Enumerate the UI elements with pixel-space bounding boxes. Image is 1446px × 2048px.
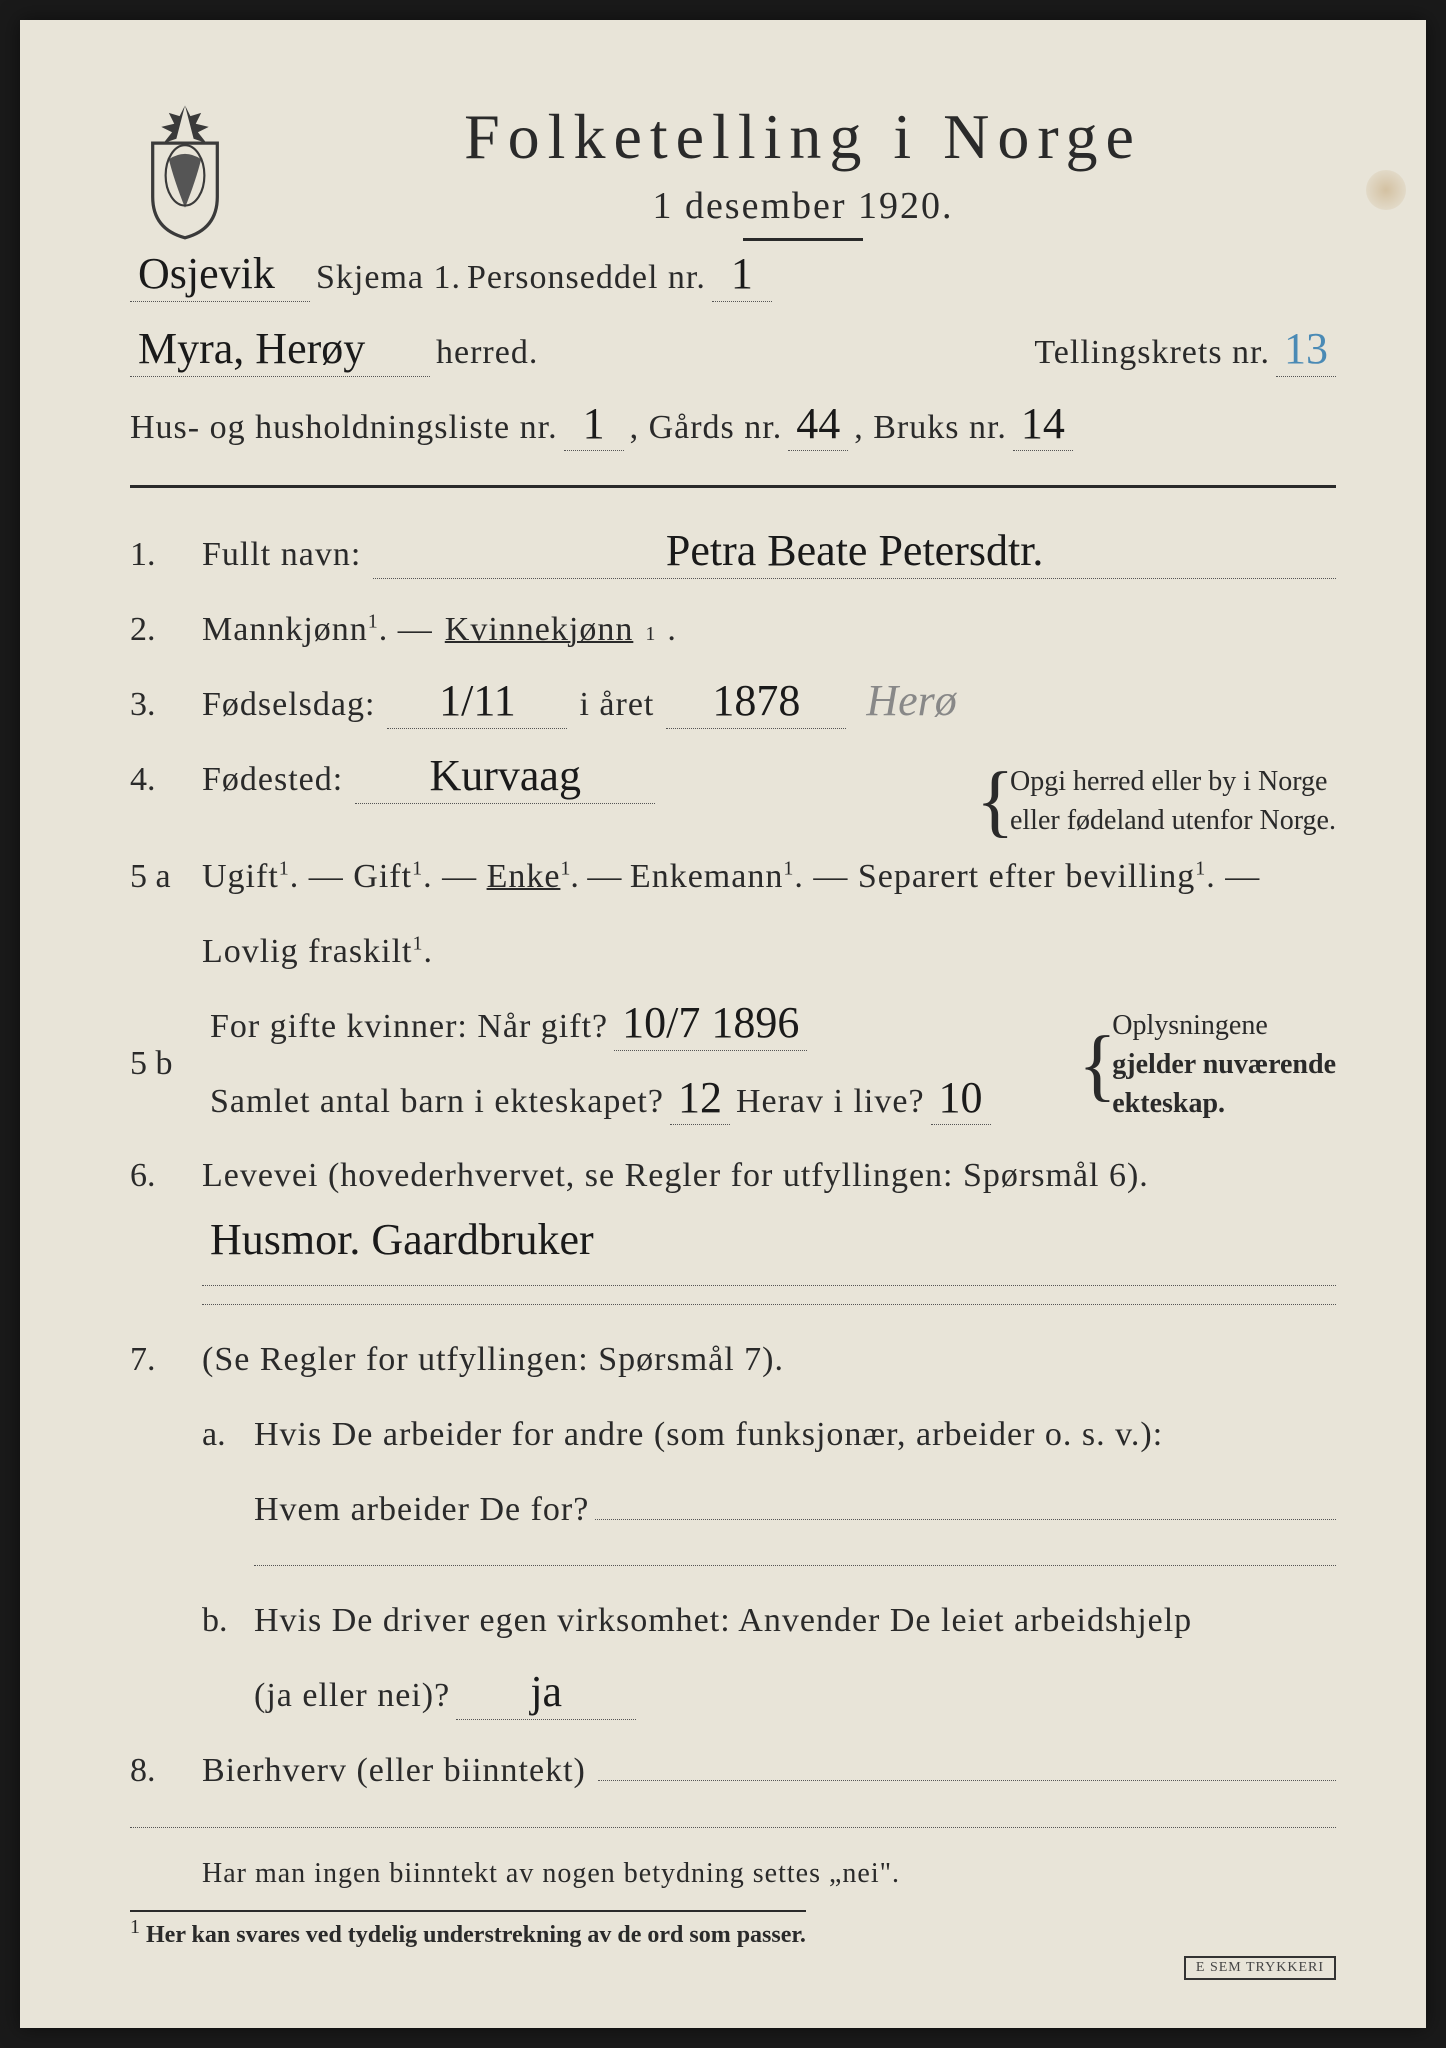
q5a-opt-2-selected: Enke xyxy=(487,858,561,895)
herred-label: herred. xyxy=(436,316,538,391)
q7a-q: Hvem arbeider De for? xyxy=(254,1473,589,1548)
q5b-side-note: Oplysningene gjelder nuværende ekteskap. xyxy=(1088,1006,1336,1124)
gards-label: , Gårds nr. xyxy=(630,391,783,466)
q7a-num: a. xyxy=(202,1398,242,1473)
header-metadata: Osjevik Skjema 1. Personseddel nr. 1 Myr… xyxy=(130,241,1336,465)
q8-num: 8. xyxy=(130,1734,190,1809)
q7b-num: b. xyxy=(202,1584,242,1659)
q8-label: Bierhverv (eller biinntekt) xyxy=(202,1734,586,1809)
census-form-page: Folketelling i Norge 1 desember 1920. Os… xyxy=(20,20,1426,2028)
coat-of-arms-icon xyxy=(130,100,240,240)
q6-label: Levevei (hovederhvervet, se Regler for u… xyxy=(202,1139,1149,1214)
q4-side-note: Opgi herred eller by i Norge eller fødel… xyxy=(986,762,1336,840)
q7a-value xyxy=(595,1519,1336,1520)
q2-num: 2. xyxy=(130,593,190,668)
q6: 6. Levevei (hovederhvervet, se Regler fo… xyxy=(130,1139,1336,1214)
q4-num: 4. xyxy=(130,743,190,818)
hus-nr: 1 xyxy=(564,398,624,452)
q2-opt-a: Mannkjønn1. — xyxy=(202,593,433,668)
q5b-note-b: gjelder nuværende xyxy=(1112,1045,1336,1084)
q5a-opt-4: Separert efter bevilling1. — xyxy=(858,858,1260,895)
q2: 2. Mannkjønn1. — Kvinnekjønn1. xyxy=(130,593,1336,668)
q1: 1. Fullt navn: Petra Beate Petersdtr. xyxy=(130,518,1336,593)
q7b-text: Hvis De driver egen virksomhet: Anvender… xyxy=(254,1584,1336,1659)
q5a-num: 5 a xyxy=(130,840,190,915)
q4-value: Kurvaag xyxy=(355,750,655,804)
tellingskrets-nr: 13 xyxy=(1276,323,1336,377)
q6-num: 6. xyxy=(130,1139,190,1214)
printer-stamp: E SEM TRYKKERI xyxy=(1184,1956,1336,1980)
q5b-label-b: Samlet antal barn i ekteskapet? xyxy=(210,1065,664,1140)
subtitle: 1 desember 1920. xyxy=(270,184,1336,228)
q5a: 5 a Ugift1. — Gift1. — Enke1. — Enkemann… xyxy=(130,840,1336,990)
bruks-nr: 14 xyxy=(1013,398,1073,452)
q3-day: 1/11 xyxy=(387,675,567,729)
q6-answer-line: Husmor. Gaardbruker xyxy=(202,1214,1336,1305)
q8: 8. Bierhverv (eller biinntekt) xyxy=(130,1734,1336,1809)
skjema-label: Skjema 1. xyxy=(316,241,461,316)
q5b-note-c: ekteskap. xyxy=(1112,1084,1336,1123)
hus-label: Hus- og husholdningsliste nr. xyxy=(130,391,558,466)
title-rule xyxy=(743,238,863,241)
q5b-married-date: 10/7 1896 xyxy=(614,997,807,1051)
divider-1 xyxy=(130,485,1336,488)
header: Folketelling i Norge 1 desember 1920. xyxy=(130,100,1336,241)
q3-year: 1878 xyxy=(666,675,846,729)
q7: 7. (Se Regler for utfyllingen: Spørsmål … xyxy=(130,1323,1336,1398)
q4: 4. Fødested: Kurvaag Opgi herred eller b… xyxy=(130,743,1336,840)
q4-label: Fødested: xyxy=(202,743,343,818)
main-title: Folketelling i Norge xyxy=(270,100,1336,174)
q5b-children-total: 12 xyxy=(670,1072,730,1126)
q5b-label-a: For gifte kvinner: Når gift? xyxy=(210,990,608,1065)
q8-value xyxy=(598,1780,1336,1781)
q2-opt-b-selected: Kvinnekjønn xyxy=(445,593,634,668)
q6-rule-1 xyxy=(202,1285,1336,1286)
q7a: a. Hvis De arbeider for andre (som funks… xyxy=(202,1398,1336,1585)
personseddel-label: Personseddel nr. xyxy=(467,241,706,316)
q5b: 5 b For gifte kvinner: Når gift? 10/7 18… xyxy=(130,990,1336,1140)
q1-value: Petra Beate Petersdtr. xyxy=(373,525,1336,579)
q7-num: 7. xyxy=(130,1323,190,1398)
q7b-q: (ja eller nei)? xyxy=(254,1659,450,1734)
q6-value: Husmor. Gaardbruker xyxy=(202,1214,1336,1267)
q7-label: (Se Regler for utfyllingen: Spørsmål 7). xyxy=(202,1323,784,1398)
q5a-opt-0: Ugift1. — xyxy=(202,858,353,895)
footnote: 1 Her kan svares ved tydelig understrekn… xyxy=(130,1910,806,1949)
q5a-tail: Lovlig fraskilt1. xyxy=(202,915,1336,990)
q8-rule xyxy=(130,1827,1336,1828)
title-block: Folketelling i Norge 1 desember 1920. xyxy=(270,100,1336,241)
q4-note-b: eller fødeland utenfor Norge. xyxy=(1010,801,1336,840)
q5b-children-alive: 10 xyxy=(931,1072,991,1126)
q7a-text: Hvis De arbeider for andre (som funksjon… xyxy=(254,1398,1336,1473)
place-2: Myra, Herøy xyxy=(130,323,430,377)
q3: 3. Fødselsdag: 1/11 i året 1878 Herø xyxy=(130,668,1336,743)
place-1: Osjevik xyxy=(130,248,310,302)
q3-label-b: i året xyxy=(579,668,654,743)
gards-nr: 44 xyxy=(788,398,848,452)
q5b-label-c: Herav i live? xyxy=(736,1065,925,1140)
q3-label-a: Fødselsdag: xyxy=(202,668,375,743)
q5b-note-a: Oplysningene xyxy=(1112,1006,1336,1045)
tellingskrets-label: Tellingskrets nr. xyxy=(1034,316,1270,391)
q7a-rule xyxy=(254,1565,1336,1566)
q5a-opt-3: Enkemann1. — xyxy=(630,858,858,895)
bruks-label: , Bruks nr. xyxy=(854,391,1007,466)
footnote-text: Her kan svares ved tydelig understreknin… xyxy=(146,1922,806,1948)
q4-note-a: Opgi herred eller by i Norge xyxy=(1010,762,1336,801)
q6-rule-2 xyxy=(202,1304,1336,1305)
q3-faint-note: Herø xyxy=(858,675,964,728)
footer-note: Har man ingen biinntekt av nogen betydni… xyxy=(202,1858,1336,1890)
paper-stain xyxy=(1366,170,1406,210)
q5b-num: 5 b xyxy=(130,1027,190,1102)
q7b: b. Hvis De driver egen virksomhet: Anven… xyxy=(202,1584,1336,1734)
personseddel-nr: 1 xyxy=(712,248,772,302)
q7b-value: ja xyxy=(456,1666,636,1720)
q1-num: 1. xyxy=(130,518,190,593)
q5a-opt-1: Gift1. — xyxy=(353,858,486,895)
q1-label: Fullt navn: xyxy=(202,518,361,593)
q3-num: 3. xyxy=(130,668,190,743)
